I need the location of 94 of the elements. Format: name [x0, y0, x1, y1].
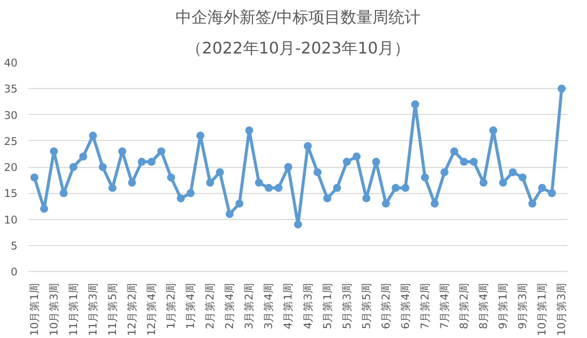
x-tick-label: 5月第3周	[340, 282, 354, 330]
x-tick-label: 10月第3周	[47, 282, 60, 336]
point	[226, 210, 234, 218]
point	[548, 189, 556, 198]
point	[235, 200, 244, 208]
y-tick-label: 40	[4, 56, 18, 70]
x-tick-label: 4月第1周	[282, 282, 295, 330]
x-tick-label: 5月第1周	[320, 282, 334, 330]
point	[79, 152, 88, 161]
x-tick-label: 10月第3周	[555, 282, 568, 336]
point	[450, 147, 458, 156]
y-tick-label: 15	[4, 187, 18, 200]
y-tick-label: 30	[4, 108, 18, 122]
point	[518, 173, 527, 182]
point	[148, 158, 156, 166]
x-tick-label: 11月第1周	[66, 282, 80, 336]
x-tick-label: 7月第2周	[418, 282, 432, 330]
point	[508, 168, 517, 176]
y-tick-label: 20	[4, 161, 18, 174]
x-tick-label: 11月第5周	[106, 282, 119, 336]
point	[333, 184, 342, 192]
x-tick-label: 5月第5周	[360, 282, 373, 330]
point	[196, 132, 204, 140]
point	[30, 173, 38, 182]
y-tick-label: 0	[10, 266, 18, 278]
x-tick-label: 8月第2周	[457, 282, 470, 330]
y-tick-label: 10	[4, 213, 18, 226]
point	[40, 204, 48, 213]
point	[128, 178, 136, 187]
point	[372, 158, 380, 166]
x-tick-label: 3月第2周	[242, 282, 256, 330]
point	[186, 189, 195, 198]
point	[245, 126, 254, 134]
x-tick-label: 10月第1周	[28, 282, 41, 336]
chart-title: 中企海外新签/中标项目数量周统计	[175, 8, 421, 26]
point	[254, 178, 263, 187]
point	[69, 163, 78, 171]
point	[323, 194, 332, 202]
x-tick-label: 6月第4周	[398, 282, 412, 330]
point	[342, 158, 351, 166]
x-tick-label: 9月第1周	[496, 282, 510, 330]
point	[460, 158, 468, 166]
point	[88, 132, 97, 140]
chart-subtitle: （2022年10月-2023年10月）	[186, 38, 410, 58]
x-tick-label: 3月第4周	[262, 282, 276, 330]
point	[489, 126, 498, 134]
x-tick-label: 2月第2周	[204, 282, 217, 330]
point	[440, 168, 448, 176]
y-tick-label: 25	[4, 134, 18, 148]
point	[362, 194, 370, 202]
point	[528, 200, 536, 208]
point	[60, 189, 68, 198]
point	[157, 147, 166, 156]
point	[108, 184, 116, 192]
point	[50, 147, 58, 156]
point	[352, 152, 361, 161]
x-tick-label: 1月第2周	[164, 282, 178, 330]
x-tick-label: 6月第2周	[379, 282, 392, 330]
point	[118, 147, 126, 156]
x-tick-label: 12月第4周	[145, 282, 158, 336]
y-tick-label: 5	[10, 239, 18, 252]
x-tick-label: 1月第4周	[184, 282, 198, 330]
x-tick-label: 7月第4周	[438, 282, 451, 330]
x-tick-label: 11月第3周	[86, 282, 100, 336]
point	[392, 184, 400, 192]
point	[167, 173, 176, 182]
point	[382, 200, 390, 208]
point	[420, 173, 429, 182]
x-tick-label: 4月第3周	[301, 282, 314, 330]
y-tick-label: 35	[4, 82, 18, 96]
point	[538, 184, 546, 192]
point	[480, 178, 488, 187]
x-tick-label: 8月第4周	[477, 282, 490, 330]
point	[558, 84, 566, 93]
x-tick-label: 10月第1周	[536, 282, 549, 336]
point	[304, 142, 312, 150]
point	[98, 163, 107, 171]
point	[470, 158, 478, 166]
x-tick-label: 9月第3周	[516, 282, 530, 330]
x-tick-label: 12月第2周	[126, 282, 139, 336]
x-tick-label: 2月第4周	[223, 282, 236, 330]
point	[274, 184, 282, 192]
point	[216, 168, 224, 176]
point	[294, 220, 302, 228]
point	[411, 100, 420, 108]
point	[284, 163, 292, 171]
point	[206, 178, 214, 187]
point	[264, 184, 273, 192]
point	[138, 158, 146, 166]
point	[430, 200, 439, 208]
point	[176, 194, 185, 202]
point	[314, 168, 322, 176]
point	[401, 184, 410, 192]
point	[499, 178, 508, 187]
